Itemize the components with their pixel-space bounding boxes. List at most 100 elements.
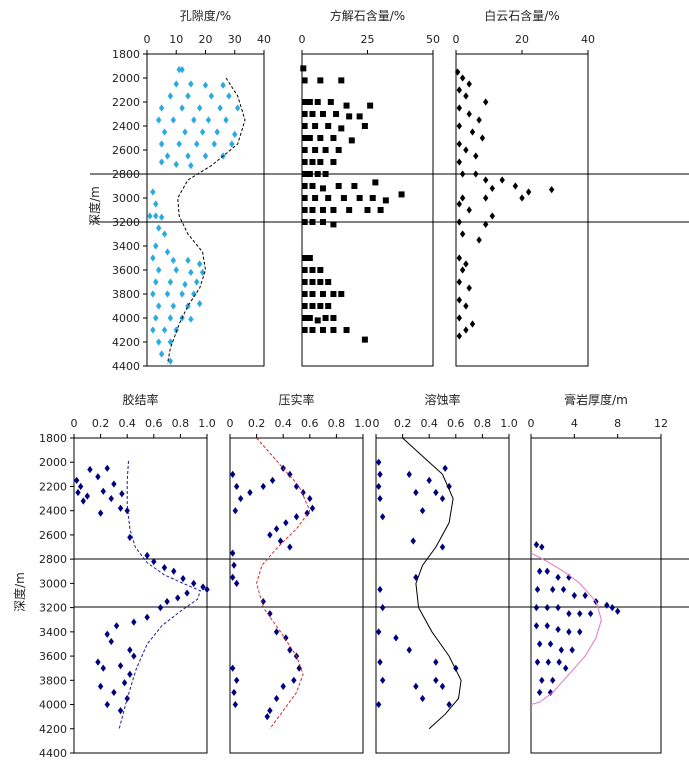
data-point bbox=[309, 267, 316, 273]
panel-title: 白云石含量/% bbox=[484, 8, 559, 23]
y-tick-label: 2400 bbox=[112, 120, 140, 133]
y-tick-label: 2800 bbox=[112, 168, 140, 181]
y-tick-label: 2000 bbox=[39, 456, 67, 469]
data-point bbox=[293, 513, 300, 521]
data-point bbox=[223, 116, 229, 124]
data-point bbox=[234, 104, 241, 112]
data-point bbox=[558, 646, 565, 654]
data-point bbox=[571, 591, 578, 600]
y-tick-label: 2800 bbox=[39, 553, 67, 566]
y-tick-label: 4000 bbox=[39, 699, 67, 712]
panel-frame bbox=[530, 437, 662, 754]
panel-frame bbox=[73, 437, 208, 754]
data-point bbox=[317, 303, 324, 309]
data-point bbox=[229, 573, 236, 581]
data-point bbox=[536, 640, 543, 648]
data-point bbox=[410, 537, 416, 545]
data-point bbox=[306, 315, 313, 321]
data-point bbox=[319, 207, 326, 213]
data-point bbox=[379, 676, 386, 684]
data-point bbox=[182, 280, 188, 288]
data-point bbox=[367, 102, 374, 109]
data-point bbox=[319, 111, 326, 117]
data-point bbox=[217, 104, 223, 112]
data-point bbox=[330, 159, 337, 165]
data-point bbox=[375, 628, 382, 636]
data-point bbox=[317, 77, 324, 84]
data-point bbox=[413, 488, 419, 497]
data-point bbox=[476, 236, 482, 244]
x-tick-label: 12 bbox=[654, 417, 668, 430]
data-point bbox=[544, 622, 550, 630]
data-point bbox=[456, 122, 462, 130]
data-point bbox=[459, 74, 466, 82]
data-point bbox=[273, 628, 280, 636]
data-point bbox=[161, 128, 168, 136]
data-point bbox=[185, 92, 191, 100]
data-point bbox=[406, 470, 412, 478]
data-point bbox=[185, 256, 191, 264]
x-tick-label: 0 bbox=[528, 417, 535, 430]
panel-frame bbox=[229, 437, 364, 754]
data-point bbox=[377, 494, 383, 503]
data-point bbox=[463, 302, 469, 310]
data-point bbox=[309, 504, 316, 512]
data-point bbox=[173, 326, 179, 334]
x-tick-label: 40 bbox=[257, 33, 271, 46]
data-point bbox=[111, 688, 117, 697]
data-point bbox=[306, 171, 313, 177]
data-point bbox=[167, 314, 174, 322]
data-point bbox=[119, 490, 125, 498]
data-point bbox=[466, 284, 472, 292]
y-tick-label: 4400 bbox=[39, 747, 67, 760]
data-point bbox=[170, 302, 177, 310]
data-point bbox=[338, 77, 345, 84]
data-point bbox=[188, 80, 194, 88]
data-point bbox=[301, 171, 308, 177]
data-point bbox=[158, 140, 165, 148]
data-point bbox=[547, 640, 554, 648]
x-tick-label: 0 bbox=[373, 417, 380, 430]
data-point bbox=[117, 706, 124, 715]
data-point bbox=[164, 597, 170, 606]
data-point bbox=[314, 317, 321, 324]
y-tick-label: 3600 bbox=[112, 264, 140, 277]
data-point bbox=[167, 357, 174, 365]
data-point bbox=[533, 622, 540, 630]
data-point bbox=[97, 682, 104, 690]
y-axis-label-lower: 深度/m bbox=[12, 572, 27, 612]
data-point bbox=[499, 176, 505, 184]
data-point bbox=[406, 646, 412, 654]
data-point bbox=[346, 113, 353, 120]
data-point bbox=[569, 646, 575, 654]
y-tick-label: 2600 bbox=[112, 144, 140, 157]
y-tick-label: 3200 bbox=[112, 216, 140, 229]
data-point bbox=[199, 268, 206, 276]
data-point bbox=[77, 482, 84, 491]
data-point bbox=[199, 128, 206, 136]
panel-3: 白云石含量/% 0 20 40 bbox=[453, 8, 595, 367]
trend-curve bbox=[118, 460, 201, 729]
data-point bbox=[170, 116, 177, 124]
data-point bbox=[317, 135, 324, 141]
data-point bbox=[185, 152, 191, 160]
data-point bbox=[364, 207, 371, 213]
data-point bbox=[232, 700, 239, 709]
data-point bbox=[306, 255, 313, 261]
data-point bbox=[87, 465, 93, 474]
y-tick-label: 3800 bbox=[39, 674, 67, 687]
x-tick-label: 8 bbox=[614, 417, 621, 430]
data-point bbox=[173, 266, 179, 274]
data-point bbox=[469, 320, 476, 328]
y-tick-label: 2400 bbox=[39, 505, 67, 518]
data-point bbox=[200, 583, 206, 591]
data-point bbox=[150, 188, 156, 196]
data-point bbox=[211, 140, 217, 148]
data-point bbox=[356, 113, 363, 120]
data-point bbox=[439, 543, 446, 551]
data-point bbox=[377, 658, 383, 666]
data-point bbox=[330, 291, 337, 297]
data-point bbox=[483, 98, 489, 106]
panel-1: 孔隙度/% 0 10 20 30 40 1800 2000 2200 2400 2600 2800 30… bbox=[112, 8, 271, 373]
